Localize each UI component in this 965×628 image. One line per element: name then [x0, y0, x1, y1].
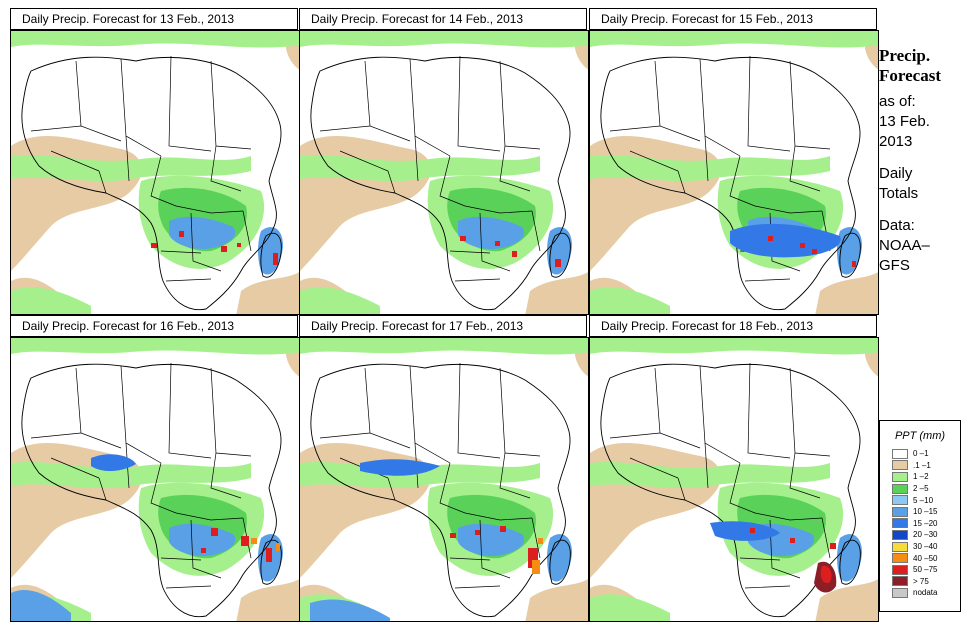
as-of-date: 13 Feb.: [879, 113, 930, 130]
panel-title: Daily Precip. Forecast for 15 Feb., 2013: [589, 8, 877, 30]
panel-title: Daily Precip. Forecast for 18 Feb., 2013: [589, 315, 877, 337]
legend-title: PPT (mm): [894, 430, 946, 442]
legend-swatch: [892, 587, 908, 598]
legend-label: nodata: [913, 588, 938, 598]
legend-swatch: [892, 506, 908, 517]
legend-swatch: [892, 529, 908, 540]
heading-line-2: Forecast: [879, 66, 941, 85]
precip-map: [10, 30, 300, 315]
totals-line-2: Totals: [879, 185, 919, 202]
panel-title: Daily Precip. Forecast for 17 Feb., 2013: [299, 315, 587, 337]
precip-map: [589, 337, 879, 622]
data-line-1: Data:: [879, 217, 915, 234]
legend-item: 20 –30: [892, 529, 960, 541]
forecast-panel-13-feb: Daily Precip. Forecast for 13 Feb., 2013: [10, 8, 300, 315]
legend-label: 50 –75: [913, 565, 938, 575]
totals-line-1: Daily: [879, 165, 913, 182]
as-of-year: 2013: [879, 133, 913, 150]
legend-swatch: [892, 564, 908, 575]
panel-title: Daily Precip. Forecast for 16 Feb., 2013: [10, 315, 298, 337]
legend-item: nodata: [892, 587, 960, 599]
legend-label: 15 –20: [913, 518, 938, 528]
legend-label: 0 –1: [913, 449, 929, 459]
forecast-panel-15-feb: Daily Precip. Forecast for 15 Feb., 2013: [589, 8, 879, 315]
legend-item: > 75: [892, 576, 960, 588]
legend-item: 1 –2: [892, 471, 960, 483]
legend-item: 30 –40: [892, 541, 960, 553]
panel-title: Daily Precip. Forecast for 14 Feb., 2013: [299, 8, 587, 30]
legend-swatch: [892, 483, 908, 494]
legend-item: 50 –75: [892, 564, 960, 576]
legend-swatch: [892, 576, 908, 587]
panel-title: Daily Precip. Forecast for 13 Feb., 2013: [10, 8, 298, 30]
legend-label: 10 –15: [913, 507, 938, 517]
legend-label: 40 –50: [913, 553, 938, 563]
forecast-panel-16-feb: Daily Precip. Forecast for 16 Feb., 2013: [10, 315, 300, 622]
legend-label: 1 –2: [913, 472, 929, 482]
precip-map: [299, 30, 589, 315]
legend-item: 40 –50: [892, 552, 960, 564]
precip-map: [299, 337, 589, 622]
legend-item: 15 –20: [892, 518, 960, 530]
legend-swatch: [892, 495, 908, 506]
legend-label: 5 –10: [913, 495, 934, 505]
legend-item: 10 –15: [892, 506, 960, 518]
legend-swatch: [892, 553, 908, 564]
as-of-label: as of:: [879, 93, 916, 110]
data-line-2: NOAA–: [879, 237, 930, 254]
precip-map: [10, 337, 300, 622]
precip-map: [589, 30, 879, 315]
legend-item: 2 –5: [892, 483, 960, 495]
legend-swatch: [892, 448, 908, 459]
legend-swatch: [892, 460, 908, 471]
legend-item: 0 –1: [892, 448, 960, 460]
forecast-panel-18-feb: Daily Precip. Forecast for 18 Feb., 2013: [589, 315, 879, 622]
legend-label: 30 –40: [913, 542, 938, 552]
legend-swatch: [892, 518, 908, 529]
precip-legend: PPT (mm) 0 –1.1 –1 1 –2 2 –5 5 –10 10 –15 15 …: [879, 420, 961, 612]
heading-line-1: Precip.: [879, 46, 931, 65]
legend-label: > 75: [913, 576, 929, 586]
legend-swatch: [892, 541, 908, 552]
legend-item: .1 –1: [892, 460, 960, 472]
forecast-panel-14-feb: Daily Precip. Forecast for 14 Feb., 2013: [299, 8, 589, 315]
legend-label: 2 –5: [913, 484, 929, 494]
legend-label: 20 –30: [913, 530, 938, 540]
forecast-info: Precip. Forecast as of: 13 Feb. 2013 Dai…: [879, 46, 963, 276]
legend-item: 5 –10: [892, 494, 960, 506]
legend-label: .1 –1: [913, 460, 931, 470]
data-line-3: GFS: [879, 257, 910, 274]
legend-swatch: [892, 471, 908, 482]
forecast-panel-17-feb: Daily Precip. Forecast for 17 Feb., 2013: [299, 315, 589, 622]
